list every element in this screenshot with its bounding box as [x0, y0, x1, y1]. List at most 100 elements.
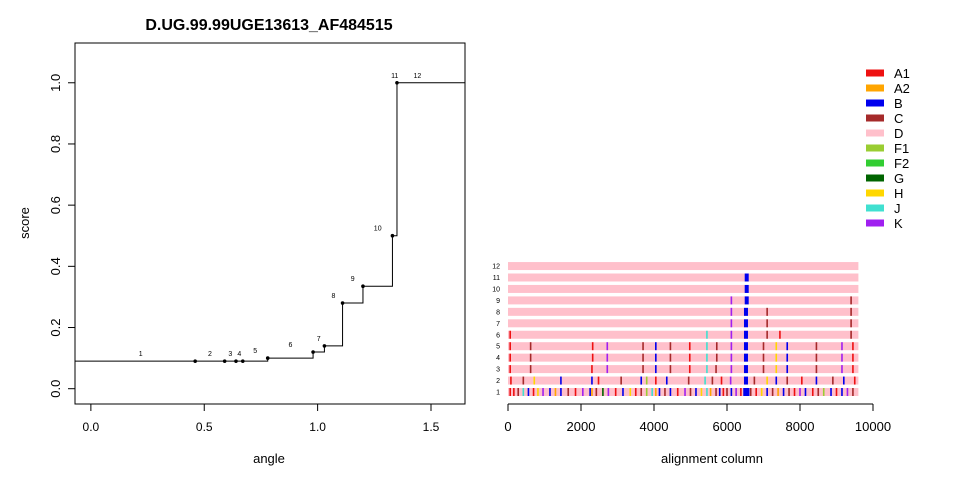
x-tick-label: 0.0: [83, 420, 100, 434]
alignment-mark: [811, 388, 814, 396]
score-point: [193, 359, 197, 363]
alignment-mark: [684, 388, 686, 396]
alignment-mark: [522, 388, 525, 396]
score-point: [395, 80, 399, 85]
score-point-label: 9: [351, 276, 355, 283]
alignment-row-bar: [508, 365, 859, 374]
score-point-label: 7: [317, 336, 321, 343]
legend-label: F1: [894, 141, 909, 156]
alignment-mark: [718, 388, 721, 396]
alignment-mark: [743, 330, 748, 339]
alignment-mark: [529, 342, 532, 351]
alignment-mark: [522, 376, 525, 385]
alignment-row-label: 11: [493, 275, 500, 282]
legend-swatch: [866, 174, 884, 182]
alignment-mark: [706, 330, 708, 339]
score-point: [240, 359, 245, 363]
alignment-mark: [766, 330, 768, 339]
alignment-mark: [786, 376, 789, 385]
alignment-mark: [688, 353, 691, 362]
alignment-mark: [509, 353, 511, 362]
alignment-mark: [651, 388, 653, 396]
alignment-mark: [745, 388, 750, 396]
alignment-mark: [775, 365, 778, 374]
alignment-mark: [850, 296, 852, 305]
alignment-mark: [517, 388, 520, 396]
alignment-row-bar: [508, 388, 859, 396]
alignment-x-tick-label: 8000: [786, 419, 815, 434]
legend-label: A2: [894, 81, 910, 96]
alignment-mark: [606, 365, 609, 374]
alignment-mark: [730, 342, 733, 351]
alignment-mark: [706, 388, 708, 396]
alignment-mark: [766, 307, 768, 316]
alignment-mark: [762, 342, 765, 351]
alignment-mark: [509, 388, 511, 396]
alignment-mark: [815, 365, 818, 374]
alignment-mark: [676, 388, 679, 396]
alignment-row-label: 8: [496, 309, 500, 316]
alignment-x-axis-label: alignment column: [661, 451, 763, 466]
alignment-mark: [634, 388, 637, 396]
alignment-mark: [642, 342, 644, 351]
alignment-mark: [629, 388, 632, 396]
alignment-mark: [730, 296, 733, 305]
alignment-mark: [815, 353, 818, 362]
alignment-mark: [688, 342, 691, 351]
alignment-x-axis: 0 2000 4000 6000 8000 10000: [504, 403, 891, 434]
alignment-mark: [642, 353, 644, 362]
alignment-mark: [645, 388, 648, 396]
alignment-x-tick-label: 10000: [855, 419, 891, 434]
alignment-mark: [591, 353, 594, 362]
alignment-row: 6: [496, 330, 859, 339]
alignment-mark: [655, 353, 657, 362]
alignment-mark: [640, 388, 643, 396]
alignment-mark: [730, 319, 733, 328]
alignment-row-bar: [508, 330, 859, 339]
alignment-mark: [715, 365, 717, 374]
x-tick-label: 0.5: [196, 420, 213, 434]
alignment-mark: [852, 342, 854, 351]
alignment-mark: [669, 365, 672, 374]
alignment-mark: [706, 342, 708, 351]
y-axis-label: score: [17, 207, 32, 239]
alignment-mark: [743, 342, 748, 351]
alignment-row: 5: [496, 342, 859, 351]
alignment-mark: [735, 388, 737, 396]
alignment-mark: [607, 388, 610, 396]
score-point-label: 11: [391, 73, 398, 80]
alignment-row-label: 6: [496, 332, 500, 339]
alignment-mark: [655, 388, 657, 396]
alignment-mark: [762, 353, 765, 362]
alignment-mark: [532, 388, 535, 396]
alignment-mark: [852, 353, 854, 362]
y-axis: 0.0 0.2 0.4 0.6 0.8 1.0: [48, 74, 75, 398]
x-axis: 0.0 0.5 1.0 1.5: [83, 404, 440, 434]
alignment-mark: [704, 376, 706, 385]
alignment-mark: [843, 376, 845, 385]
alignment-mark: [815, 342, 818, 351]
alignment-mark: [595, 388, 598, 396]
alignment-row-label: 1: [496, 390, 500, 397]
alignment-mark: [743, 388, 748, 396]
legend-swatch: [866, 159, 884, 167]
score-point: [361, 284, 365, 289]
legend-swatch: [866, 129, 884, 137]
alignment-mark: [775, 342, 778, 351]
alignment-mark: [730, 307, 733, 316]
alignment-mark: [529, 365, 532, 374]
alignment-mark: [574, 388, 577, 396]
alignment-mark: [782, 388, 785, 396]
legend-label: F2: [894, 156, 909, 171]
alignment-mark: [529, 353, 532, 362]
alignment-x-tick-label: 0: [504, 419, 511, 434]
alignment-mark: [841, 353, 843, 362]
alignment-mark: [744, 284, 749, 293]
alignment-row-label: 4: [496, 355, 500, 362]
alignment-mark: [722, 388, 725, 396]
alignment-mark: [846, 388, 849, 396]
alignment-mark: [509, 342, 511, 351]
alignment-mark: [533, 376, 536, 385]
alignment-mark: [509, 365, 511, 374]
